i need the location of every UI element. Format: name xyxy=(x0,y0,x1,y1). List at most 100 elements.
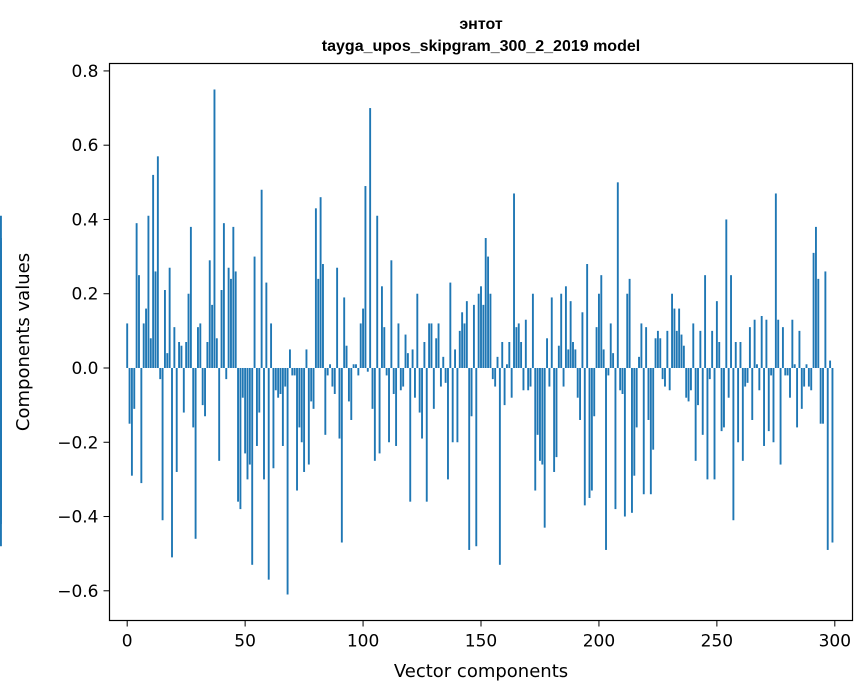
bar-6 xyxy=(140,367,143,484)
bar-81 xyxy=(317,278,320,368)
bar-122 xyxy=(414,367,416,398)
bar-287 xyxy=(803,367,806,387)
x-axis-label: Vector components xyxy=(394,661,568,682)
bar-147 xyxy=(472,304,475,368)
bar-111 xyxy=(388,367,390,443)
bar-9 xyxy=(147,215,150,368)
bar-245 xyxy=(704,275,707,368)
bar-298 xyxy=(829,360,832,368)
bar-134 xyxy=(442,356,445,368)
bar-142 xyxy=(461,312,464,368)
bar-164 xyxy=(513,193,515,368)
bar-101 xyxy=(364,186,367,368)
bar-91 xyxy=(340,367,343,543)
bar-55 xyxy=(255,367,258,446)
bar-152 xyxy=(484,238,487,368)
bar-29 xyxy=(194,367,197,539)
bar-41 xyxy=(222,223,225,368)
bars xyxy=(0,89,834,595)
bar-220 xyxy=(645,327,648,368)
bar-79 xyxy=(312,367,315,409)
bar-49 xyxy=(241,367,244,398)
bar-229 xyxy=(666,330,669,368)
bar-274 xyxy=(772,367,775,443)
bar-115 xyxy=(397,323,400,368)
bar-146 xyxy=(470,367,473,417)
bar-237 xyxy=(685,367,688,398)
bar-226 xyxy=(659,338,662,368)
bar-203 xyxy=(605,367,607,550)
bar-153 xyxy=(487,256,490,368)
bar-260 xyxy=(739,342,742,368)
bar-86 xyxy=(329,364,331,368)
bar-235 xyxy=(680,334,683,368)
bar-277 xyxy=(779,367,782,465)
bar-185 xyxy=(562,367,565,387)
bar-61 xyxy=(270,323,273,368)
bar-272 xyxy=(767,367,770,432)
bar-262 xyxy=(744,367,747,387)
bar-194 xyxy=(583,367,586,506)
bar-15 xyxy=(161,367,164,521)
bar-205 xyxy=(609,323,612,368)
y-tick-label: 0.8 xyxy=(71,62,98,82)
bar-212 xyxy=(626,293,629,368)
bar-282 xyxy=(791,319,794,368)
bar-105 xyxy=(373,367,376,461)
bar-126 xyxy=(423,342,426,368)
bar-38 xyxy=(215,338,218,368)
bar-128 xyxy=(428,323,431,368)
bar-21 xyxy=(175,367,178,472)
bar-63 xyxy=(274,367,277,391)
bar-227 xyxy=(661,367,664,380)
bar-278 xyxy=(781,327,784,368)
bar-1 xyxy=(128,367,131,424)
bar-284 xyxy=(796,367,799,428)
bar-140 xyxy=(456,367,459,443)
bar-273 xyxy=(770,367,773,376)
bar-103 xyxy=(369,108,372,368)
bar-178 xyxy=(546,338,548,368)
bar-54 xyxy=(253,256,256,368)
bar-208 xyxy=(616,182,619,368)
bar-192 xyxy=(579,367,582,420)
bar-64 xyxy=(277,367,280,398)
bar-149 xyxy=(477,293,480,368)
bar-285 xyxy=(798,330,801,368)
bar-69 xyxy=(289,349,291,368)
bar-60 xyxy=(267,367,270,580)
bar-176 xyxy=(541,367,544,465)
bar-204 xyxy=(607,367,610,376)
bar-27 xyxy=(189,226,192,368)
bar-23 xyxy=(180,345,183,368)
bar-36 xyxy=(211,304,214,368)
bar-270 xyxy=(763,367,765,446)
bar-92 xyxy=(343,297,346,368)
bar-291 xyxy=(812,252,815,368)
bar-197 xyxy=(590,367,593,491)
bar-219 xyxy=(642,367,645,495)
bar-37 xyxy=(213,89,216,368)
bar-280 xyxy=(786,367,789,376)
bar-177 xyxy=(543,367,546,528)
bar-125 xyxy=(421,367,423,439)
bar-188 xyxy=(569,301,572,368)
x-tick-label: 300 xyxy=(819,632,851,652)
bar-249 xyxy=(713,367,716,480)
bar-151 xyxy=(482,304,485,368)
bar-258 xyxy=(734,342,737,368)
bar-218 xyxy=(640,323,643,368)
bar-undefined xyxy=(0,327,2,368)
bar-3 xyxy=(133,367,136,409)
bar-214 xyxy=(631,367,633,513)
bar-243 xyxy=(699,330,702,368)
bar-253 xyxy=(723,367,725,428)
bar-290 xyxy=(810,367,813,391)
bar-46 xyxy=(234,271,237,368)
bar-58 xyxy=(263,367,265,480)
bar-294 xyxy=(819,367,822,424)
x-tick-label: 150 xyxy=(465,632,497,652)
bar-143 xyxy=(463,323,466,368)
bar-286 xyxy=(800,367,803,409)
